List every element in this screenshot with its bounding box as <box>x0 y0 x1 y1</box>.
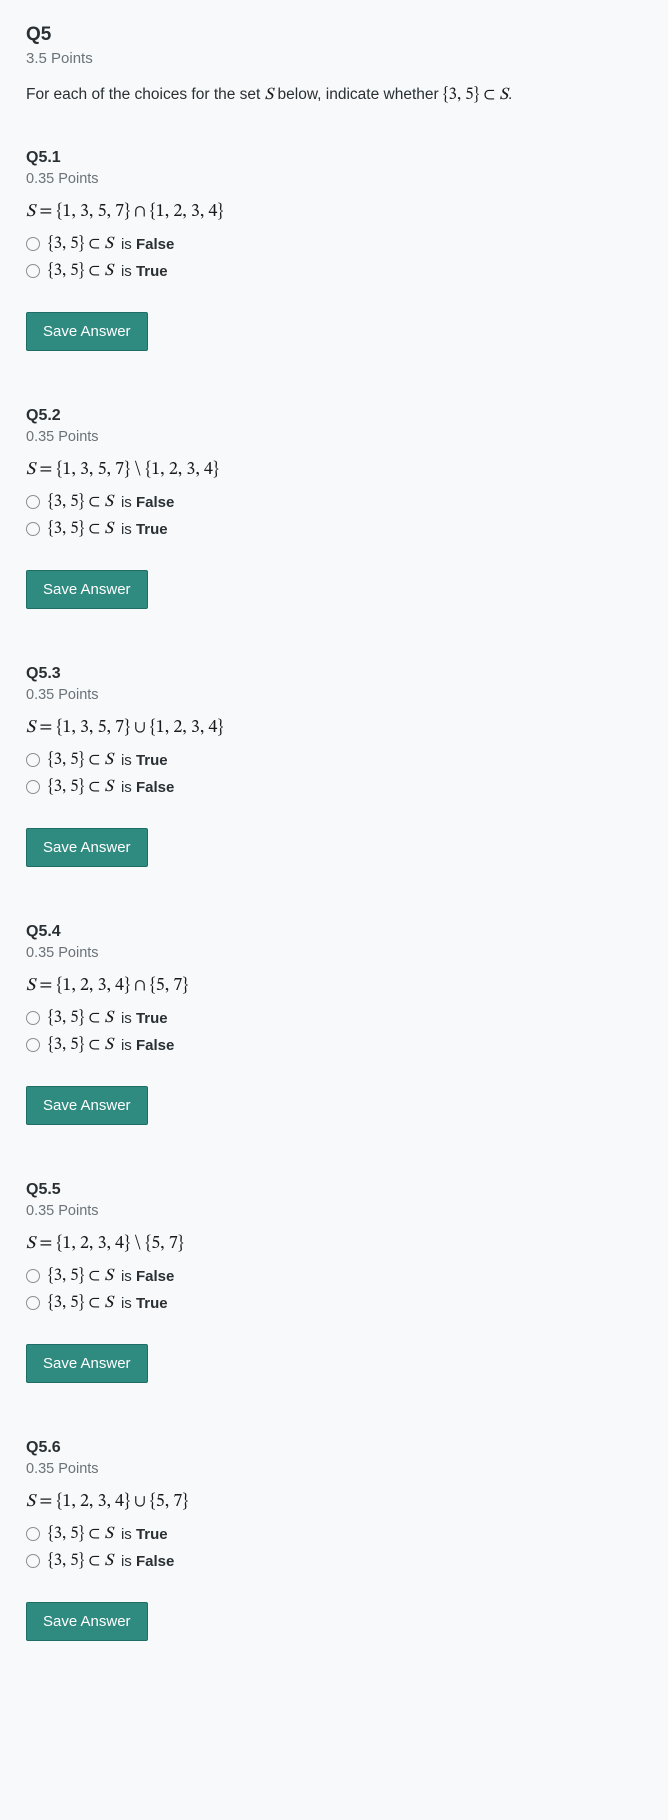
save-answer-button[interactable]: Save Answer <box>26 1086 148 1125</box>
subquestion-points: 0.35 Points <box>26 171 642 187</box>
choice-subset-expr: {3, 5} ⊂ S <box>48 234 113 255</box>
choice-row[interactable]: {3, 5} ⊂ S is True <box>26 519 642 540</box>
save-answer-button[interactable]: Save Answer <box>26 1602 148 1641</box>
question-header: Q5 3.5 Points For each of the choices fo… <box>26 24 642 109</box>
prompt-text-mid: below, indicate whether <box>273 86 443 103</box>
subquestion: Q5.1 0.35 Points S = {1, 3, 5, 7} ∩ {1, 2,… <box>26 149 642 351</box>
subquestion-id: Q5.5 <box>26 1181 642 1199</box>
save-answer-button[interactable]: Save Answer <box>26 1344 148 1383</box>
save-answer-button[interactable]: Save Answer <box>26 828 148 867</box>
prompt-text-post: . <box>508 86 512 103</box>
subquestion-id: Q5.3 <box>26 665 642 683</box>
subquestion: Q5.6 0.35 Points S = {1, 2, 3, 4} ∪ {5, 7}… <box>26 1439 642 1641</box>
radio-icon[interactable] <box>26 1011 40 1025</box>
choice-subset-expr: {3, 5} ⊂ S <box>48 777 113 798</box>
choice-row[interactable]: {3, 5} ⊂ S is False <box>26 777 642 798</box>
choice-subset-expr: {3, 5} ⊂ S <box>48 1551 113 1572</box>
subquestion-points: 0.35 Points <box>26 945 642 961</box>
save-answer-button[interactable]: Save Answer <box>26 312 148 351</box>
subquestion-points: 0.35 Points <box>26 1203 642 1219</box>
question-points: 3.5 Points <box>26 50 642 67</box>
choice-label: is True <box>121 521 168 538</box>
subquestion-expression: S = {1, 2, 3, 4} ∪ {5, 7} <box>26 1491 642 1514</box>
radio-icon[interactable] <box>26 1038 40 1052</box>
choice-subset-expr: {3, 5} ⊂ S <box>48 750 113 771</box>
choice-subset-expr: {3, 5} ⊂ S <box>48 261 113 282</box>
choice-row[interactable]: {3, 5} ⊂ S is True <box>26 1008 642 1029</box>
subquestion-expression: S = {1, 3, 5, 7} \ {1, 2, 3, 4} <box>26 459 642 482</box>
save-answer-button[interactable]: Save Answer <box>26 570 148 609</box>
subquestion-points: 0.35 Points <box>26 687 642 703</box>
prompt-text-pre: For each of the choices for the set <box>26 86 265 103</box>
choice-label: is True <box>121 1295 168 1312</box>
choice-label: is False <box>121 1037 174 1054</box>
subquestion-expression: S = {1, 3, 5, 7} ∩ {1, 2, 3, 4} <box>26 201 642 224</box>
subquestion: Q5.3 0.35 Points S = {1, 3, 5, 7} ∪ {1, 2,… <box>26 665 642 867</box>
radio-icon[interactable] <box>26 264 40 278</box>
choice-label: is False <box>121 236 174 253</box>
choice-subset-expr: {3, 5} ⊂ S <box>48 1293 113 1314</box>
choice-label: is False <box>121 1268 174 1285</box>
choice-label: is True <box>121 1010 168 1027</box>
choice-row[interactable]: {3, 5} ⊂ S is False <box>26 492 642 513</box>
subquestion-expression: S = {1, 2, 3, 4} ∩ {5, 7} <box>26 975 642 998</box>
radio-icon[interactable] <box>26 495 40 509</box>
choice-row[interactable]: {3, 5} ⊂ S is True <box>26 261 642 282</box>
choice-row[interactable]: {3, 5} ⊂ S is True <box>26 1293 642 1314</box>
radio-icon[interactable] <box>26 1296 40 1310</box>
choice-row[interactable]: {3, 5} ⊂ S is False <box>26 1266 642 1287</box>
choice-label: is True <box>121 1526 168 1543</box>
subquestion: Q5.5 0.35 Points S = {1, 2, 3, 4} \ {5, 7}… <box>26 1181 642 1383</box>
choice-label: is False <box>121 494 174 511</box>
subquestion-expression: S = {1, 3, 5, 7} ∪ {1, 2, 3, 4} <box>26 717 642 740</box>
radio-icon[interactable] <box>26 522 40 536</box>
choice-row[interactable]: {3, 5} ⊂ S is False <box>26 1035 642 1056</box>
choice-label: is False <box>121 1553 174 1570</box>
subquestion-id: Q5.1 <box>26 149 642 167</box>
choice-subset-expr: {3, 5} ⊂ S <box>48 1008 113 1029</box>
subquestion: Q5.4 0.35 Points S = {1, 2, 3, 4} ∩ {5, 7}… <box>26 923 642 1125</box>
choice-label: is True <box>121 263 168 280</box>
choice-subset-expr: {3, 5} ⊂ S <box>48 1035 113 1056</box>
choice-subset-expr: {3, 5} ⊂ S <box>48 492 113 513</box>
choice-label: is True <box>121 752 168 769</box>
subquestion-expression: S = {1, 2, 3, 4} \ {5, 7} <box>26 1233 642 1256</box>
radio-icon[interactable] <box>26 753 40 767</box>
subquestion-id: Q5.6 <box>26 1439 642 1457</box>
subquestion-id: Q5.4 <box>26 923 642 941</box>
question-prompt: For each of the choices for the set S be… <box>26 83 642 109</box>
choice-row[interactable]: {3, 5} ⊂ S is True <box>26 1524 642 1545</box>
choice-row[interactable]: {3, 5} ⊂ S is False <box>26 234 642 255</box>
radio-icon[interactable] <box>26 1269 40 1283</box>
subquestion-points: 0.35 Points <box>26 429 642 445</box>
choice-subset-expr: {3, 5} ⊂ S <box>48 1266 113 1287</box>
prompt-var-s: S <box>265 87 274 104</box>
choice-subset-expr: {3, 5} ⊂ S <box>48 519 113 540</box>
subquestion: Q5.2 0.35 Points S = {1, 3, 5, 7} \ {1, 2,… <box>26 407 642 609</box>
radio-icon[interactable] <box>26 780 40 794</box>
subquestion-points: 0.35 Points <box>26 1461 642 1477</box>
prompt-subset-expr: {3, 5} ⊂ S <box>443 87 508 104</box>
question-id: Q5 <box>26 24 642 46</box>
choice-row[interactable]: {3, 5} ⊂ S is False <box>26 1551 642 1572</box>
radio-icon[interactable] <box>26 1554 40 1568</box>
choice-row[interactable]: {3, 5} ⊂ S is True <box>26 750 642 771</box>
subquestion-id: Q5.2 <box>26 407 642 425</box>
choice-label: is False <box>121 779 174 796</box>
choice-subset-expr: {3, 5} ⊂ S <box>48 1524 113 1545</box>
radio-icon[interactable] <box>26 237 40 251</box>
radio-icon[interactable] <box>26 1527 40 1541</box>
